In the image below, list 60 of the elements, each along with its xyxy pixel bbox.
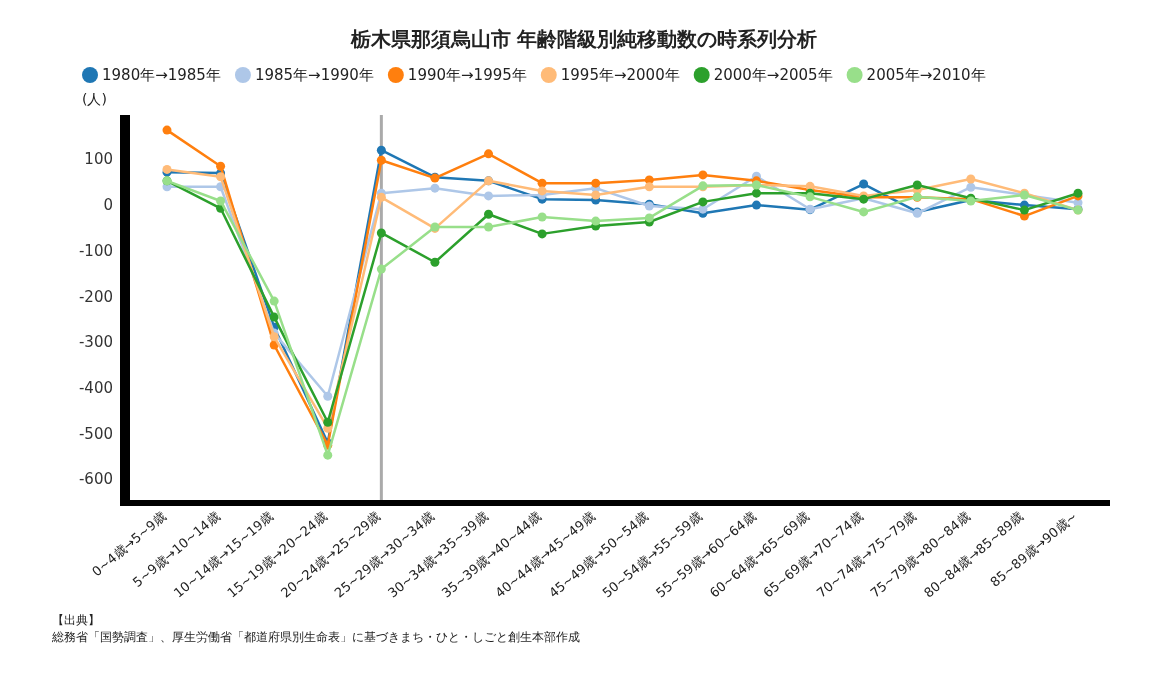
point (484, 222, 494, 232)
legend-label: 1980年→1985年 (102, 66, 221, 84)
point (1019, 205, 1029, 215)
point (430, 257, 440, 267)
point (216, 161, 226, 171)
point (859, 179, 869, 189)
point (323, 450, 333, 460)
point (537, 212, 547, 222)
point (698, 197, 708, 207)
y-tick-label: -600 (78, 470, 113, 489)
point (216, 196, 226, 206)
legend-label: 1985年→1990年 (254, 66, 374, 84)
point (484, 149, 494, 159)
y-axis-title: (人) (82, 91, 107, 107)
point (644, 182, 654, 192)
point (376, 155, 386, 165)
point (269, 332, 279, 342)
legend-label: 2000年→2005年 (713, 66, 833, 84)
legend-label: 1990年→1995年 (407, 66, 527, 84)
y-tick-label: -400 (78, 378, 113, 397)
y-tick-label: -200 (78, 287, 113, 306)
point (376, 145, 386, 155)
point (591, 178, 601, 188)
point (376, 228, 386, 238)
point (751, 188, 761, 198)
point (966, 182, 976, 192)
point (430, 183, 440, 193)
point (537, 229, 547, 239)
point (537, 186, 547, 196)
y-tick-label: 100 (84, 150, 113, 169)
point (751, 200, 761, 210)
point (162, 125, 172, 135)
point (644, 213, 654, 223)
point (698, 204, 708, 214)
point (537, 178, 547, 188)
legend-label: 2005年→2010年 (866, 66, 986, 84)
legend-label: 1995年→2000年 (560, 66, 680, 84)
chart-title: 栃木県那須烏山市 年齢階級別純移動数の時系列分析 (349, 27, 818, 51)
text: 【出典】 (52, 613, 100, 627)
point (698, 170, 708, 180)
point (376, 264, 386, 274)
text: 総務省「国勢調査」、厚生労働省「都道府県別生命表」に基づきまち・ひと・しごと創生本部作成 (51, 630, 580, 644)
point (966, 174, 976, 184)
point (269, 296, 279, 306)
point (912, 180, 922, 190)
point (269, 312, 279, 322)
point (216, 172, 226, 182)
point (484, 209, 494, 219)
y-tick-label: -500 (78, 424, 113, 443)
point (591, 216, 601, 226)
point (591, 190, 601, 200)
point (323, 391, 333, 401)
y-tick-label: -100 (78, 241, 113, 260)
point (323, 417, 333, 427)
point (805, 192, 815, 202)
point (859, 207, 869, 217)
point (484, 191, 494, 201)
y-tick-label: 0 (103, 196, 113, 215)
y-tick-label: -300 (78, 333, 113, 352)
point (376, 192, 386, 202)
